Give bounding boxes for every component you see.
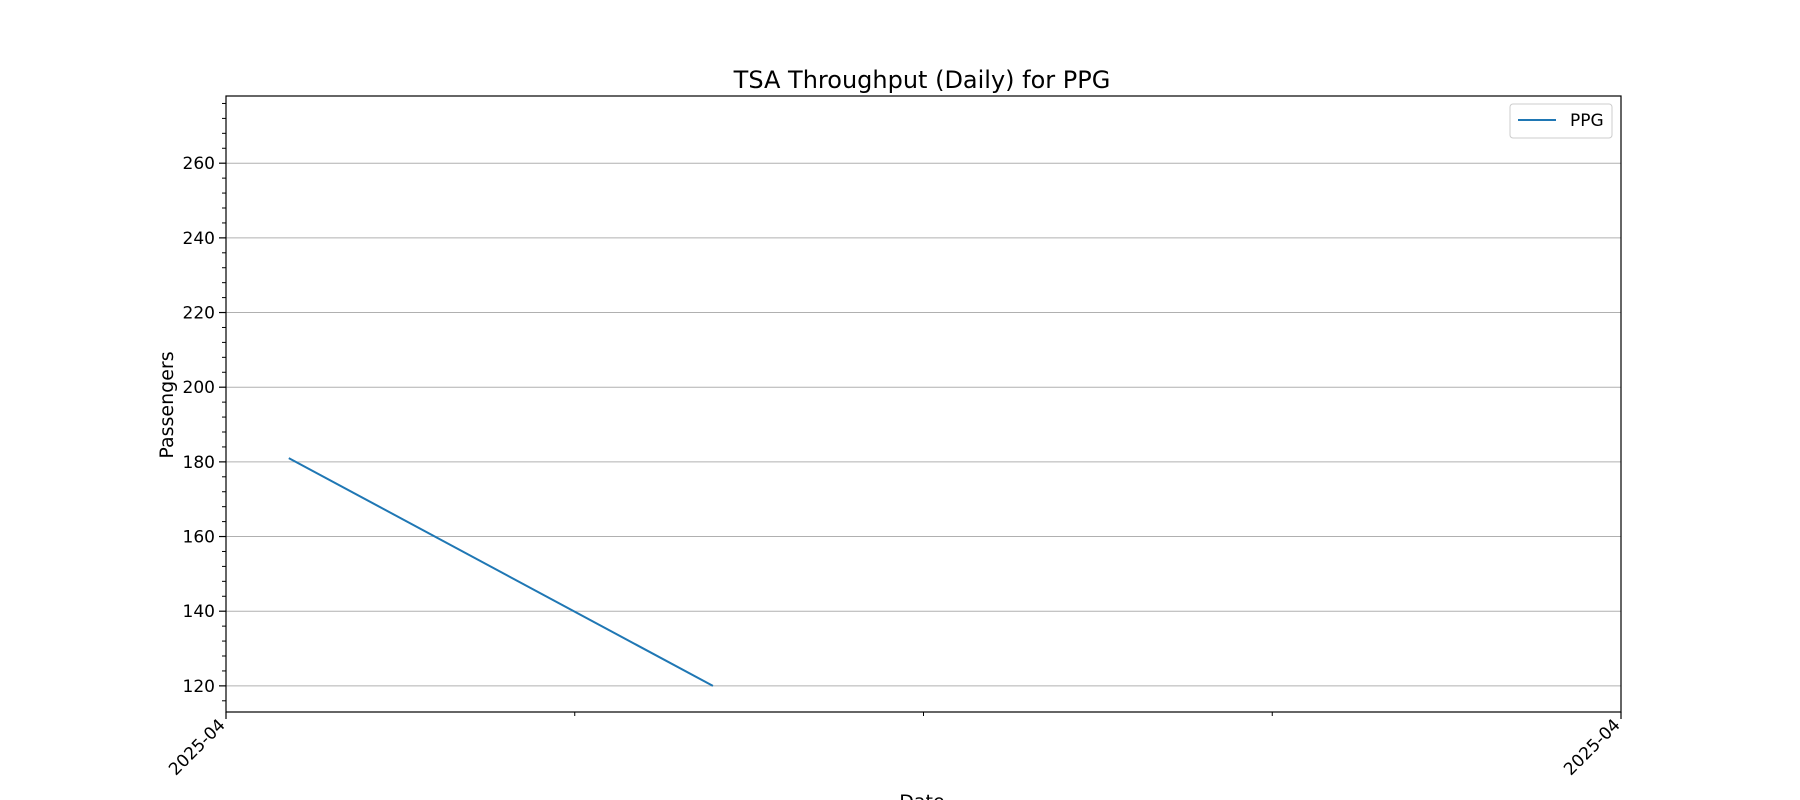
x-tick-label-1: 2025-04 — [1560, 715, 1624, 779]
y-axis: 120 140 160 180 200 220 240 260 — [183, 102, 226, 702]
y-axis-label: Passengers — [156, 351, 178, 458]
y-tick-label-5: 220 — [183, 304, 215, 324]
gridlines — [226, 162, 1621, 687]
legend: PPG — [1509, 103, 1613, 139]
x-tick-label-0: 2025-04 — [165, 715, 229, 779]
x-axis-label: Date — [899, 791, 944, 800]
legend-box — [1509, 103, 1613, 139]
plot-frame — [225, 95, 1622, 713]
y-tick-label-0: 120 — [183, 677, 215, 697]
y-tick-label-2: 160 — [183, 528, 215, 548]
chart-title: TSA Throughput (Daily) for PPG — [733, 66, 1111, 94]
y-tick-label-3: 180 — [183, 453, 215, 473]
series-layer — [288, 457, 714, 687]
x-axis: 2025-04 2025-04 — [165, 712, 1625, 780]
series-line-PPG — [288, 457, 714, 687]
y-tick-label-1: 140 — [183, 602, 215, 622]
y-tick-label-7: 260 — [183, 154, 215, 174]
legend-label: PPG — [1570, 111, 1604, 131]
y-tick-label-6: 240 — [183, 229, 215, 249]
y-tick-label-4: 200 — [183, 378, 215, 398]
